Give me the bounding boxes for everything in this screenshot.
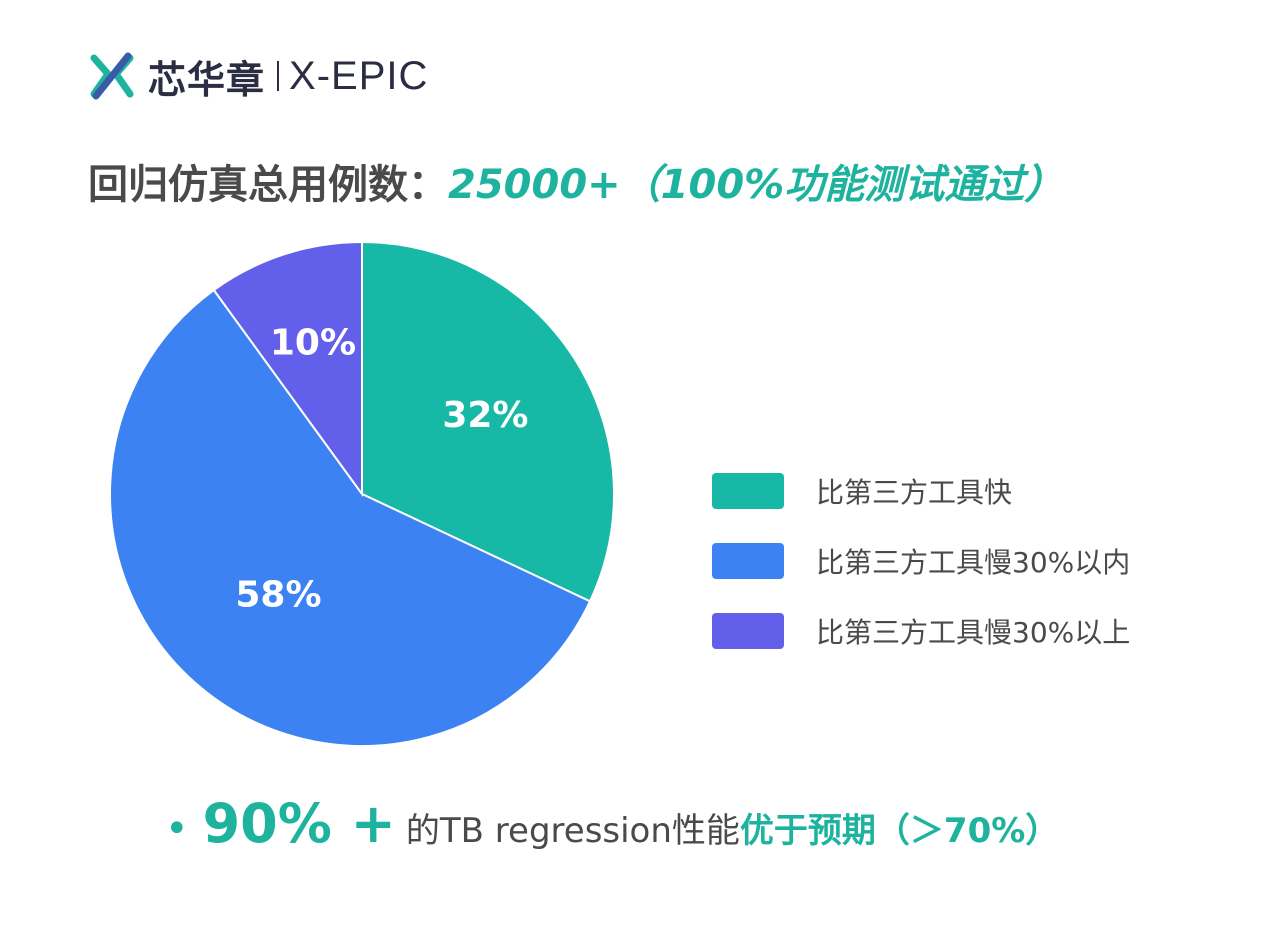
slice-label-1: 32% [442, 395, 528, 436]
title-value: 25000+（100%功能测试通过） [448, 162, 1065, 208]
bullet-icon: • [165, 806, 189, 852]
summary-text: 的TB regression性能 [405, 811, 740, 851]
legend-swatch [712, 473, 784, 509]
summary-line: • 90% + 的TB regression性能 优于预期（＞70%） [165, 792, 1059, 855]
summary-highlight: 90% + [202, 792, 396, 855]
brand-separator [277, 61, 280, 91]
legend-swatch [712, 543, 784, 579]
page-title: 回归仿真总用例数：25000+（100%功能测试通过） [88, 152, 1064, 210]
slice-label-3: 10% [270, 323, 356, 364]
legend-item-3: 比第三方工具慢30%以上 [712, 596, 1130, 666]
legend-item-2: 比第三方工具慢30%以内 [712, 526, 1130, 596]
brand-name-cn: 芯华章 [148, 57, 266, 102]
legend-swatch [712, 613, 784, 649]
pie-chart: 32% 58% 10% [109, 240, 615, 747]
legend-item-1: 比第三方工具快 [712, 456, 1130, 526]
legend-label: 比第三方工具慢30%以内 [816, 546, 1131, 579]
legend-label: 比第三方工具快 [816, 476, 1013, 509]
brand-name-en: X-EPIC [289, 53, 429, 98]
pie-slice-3 [212, 240, 363, 498]
legend-label: 比第三方工具慢30%以上 [816, 616, 1131, 649]
pie-slice-1 [361, 240, 615, 603]
x-epic-logo-icon [90, 52, 134, 100]
title-label: 回归仿真总用例数： [88, 162, 448, 208]
slice-label-2: 58% [235, 574, 321, 615]
summary-emphasis: 优于预期（＞70%） [739, 811, 1060, 851]
brand-logo: 芯华章 X-EPIC [86, 50, 428, 102]
pie-slice-2 [109, 288, 592, 747]
chart-legend: 比第三方工具快比第三方工具慢30%以内 比第三方工具慢30%以上 [712, 456, 1130, 666]
